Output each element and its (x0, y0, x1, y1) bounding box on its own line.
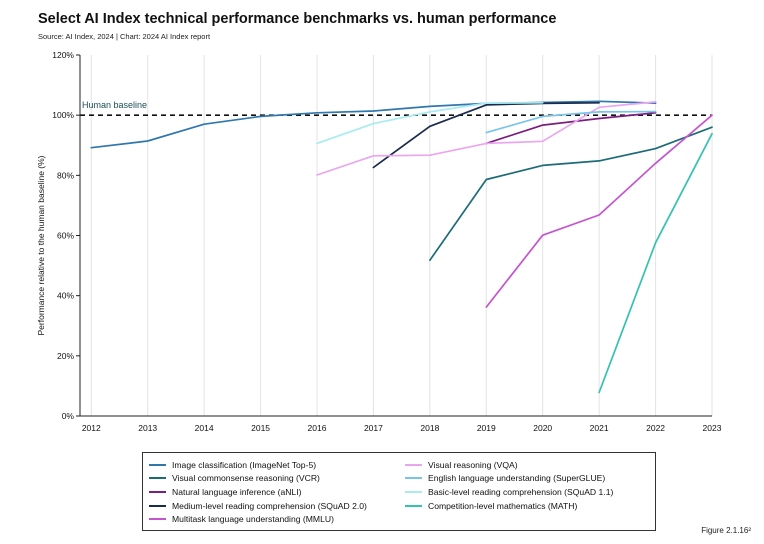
x-tick-label: 2023 (703, 423, 722, 433)
legend-swatch (405, 490, 422, 493)
legend-item: Medium-level reading comprehension (SQuA… (149, 499, 367, 513)
legend-item: Multitask language understanding (MMLU) (149, 512, 367, 526)
y-tick-label: 60% (57, 231, 74, 241)
chart-subtitle: Source: AI Index, 2024 | Chart: 2024 AI … (38, 32, 211, 41)
figure-label: Figure 2.1.16² (701, 526, 751, 535)
legend-item: Visual reasoning (VQA) (405, 458, 613, 472)
series-line-3 (485, 111, 657, 145)
legend-swatch (405, 463, 422, 466)
x-tick-label: 2014 (195, 423, 214, 433)
x-tick-label: 2021 (590, 423, 609, 433)
legend-label: Natural language inference (aNLI) (172, 486, 302, 497)
legend-item: Natural language inference (aNLI) (149, 485, 367, 499)
legend-label: Multitask language understanding (MMLU) (172, 514, 334, 525)
legend-item: English language understanding (SuperGLU… (405, 472, 613, 486)
chart-title: Select AI Index technical performance be… (38, 11, 557, 27)
y-tick-label: 80% (57, 170, 74, 180)
legend-column-left: Image classification (ImageNet Top-5) Vis… (149, 458, 367, 526)
series-line-6 (316, 101, 657, 176)
legend-label: Basic-level reading comprehension (SQuAD… (428, 486, 614, 497)
line-chart: Human baseline 2012 2013 2014 2015 2016 2017 2… (36, 50, 722, 433)
legend-item: Competition-level mathematics (MATH) (405, 499, 613, 513)
human-baseline: Human baseline (80, 100, 712, 116)
y-tick-label: 120% (52, 50, 74, 60)
legend-label: English language understanding (SuperGLU… (428, 473, 606, 484)
series-lines (90, 100, 713, 394)
series-line-1 (90, 100, 657, 149)
legend-swatch (405, 504, 422, 507)
legend-column-right: Visual reasoning (VQA) English language u… (405, 458, 613, 512)
x-tick-label: 2013 (138, 423, 157, 433)
legend-swatch (149, 477, 166, 480)
legend-item: Basic-level reading comprehension (SQuAD… (405, 485, 613, 499)
axes: 2012 2013 2014 2015 2016 2017 2018 2019 2020 2021… (52, 50, 721, 433)
legend-swatch (405, 477, 422, 480)
legend-label: Visual commonsense reasoning (VCR) (172, 473, 320, 484)
series-line-9 (598, 132, 713, 394)
y-tick-label: 40% (57, 291, 74, 301)
x-tick-label: 2020 (533, 423, 552, 433)
legend-item: Image classification (ImageNet Top-5) (149, 458, 367, 472)
legend-swatch (149, 490, 166, 493)
series-line-5 (485, 114, 713, 308)
y-axis-label: Performance relative to the human baseli… (36, 155, 46, 335)
series-line-2 (429, 126, 713, 262)
x-tick-label: 2016 (308, 423, 327, 433)
legend-swatch (149, 504, 166, 507)
legend-label: Image classification (ImageNet Top-5) (172, 459, 317, 470)
y-tick-label: 100% (52, 110, 74, 120)
baseline-label: Human baseline (82, 100, 147, 110)
legend-swatch (149, 518, 166, 521)
legend: Image classification (ImageNet Top-5) Vis… (142, 452, 656, 531)
legend-item: Visual commonsense reasoning (VCR) (149, 472, 367, 486)
legend-label: Visual reasoning (VQA) (428, 459, 518, 470)
x-tick-label: 2018 (420, 423, 439, 433)
legend-swatch (149, 463, 166, 466)
series-line-4 (372, 101, 600, 169)
x-tick-label: 2022 (646, 423, 665, 433)
x-tick-label: 2017 (364, 423, 383, 433)
series-line-7 (485, 110, 657, 134)
legend-label: Medium-level reading comprehension (SQuA… (172, 500, 367, 511)
y-tick-label: 0% (62, 411, 75, 421)
x-tick-label: 2019 (477, 423, 496, 433)
legend-label: Competition-level mathematics (MATH) (428, 500, 578, 511)
x-tick-label: 2015 (251, 423, 270, 433)
series-line-8 (316, 101, 544, 145)
x-tick-label: 2012 (82, 423, 101, 433)
y-tick-label: 20% (57, 351, 74, 361)
